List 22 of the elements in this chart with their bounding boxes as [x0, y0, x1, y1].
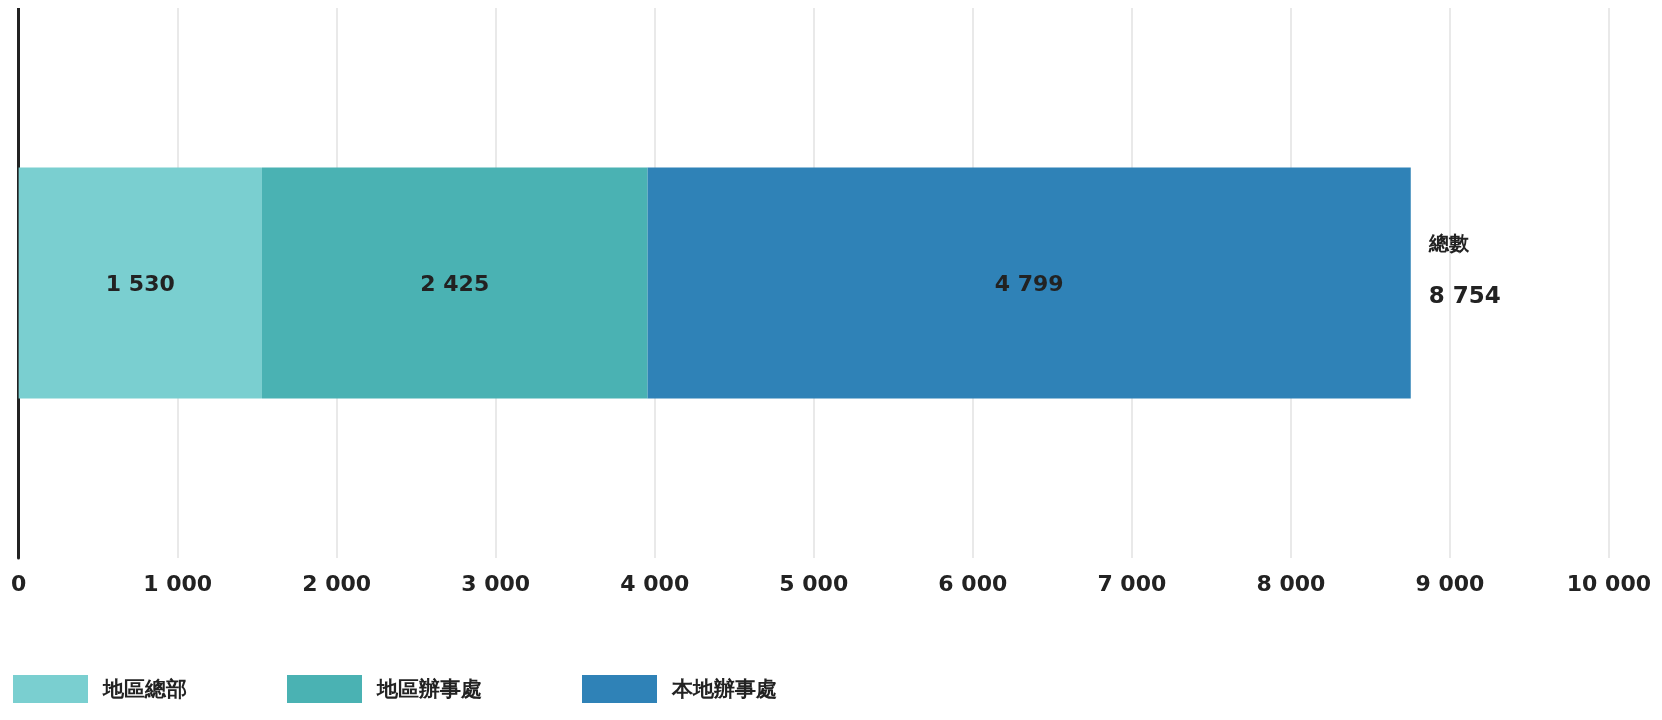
legend-label: 地區總部 — [102, 677, 187, 701]
data-label: 4 799 — [994, 270, 1064, 296]
bar — [18, 167, 262, 399]
legend-label: 本地辦事處 — [671, 677, 777, 701]
x-tick-label: 3 000 — [461, 570, 531, 596]
x-tick-label: 10 000 — [1566, 570, 1651, 596]
data-label: 2 425 — [420, 270, 490, 296]
x-tick-label: 4 000 — [620, 570, 690, 596]
annotation: 總數 — [1427, 231, 1470, 255]
x-tick-label: 9 000 — [1415, 570, 1485, 596]
x-tick-label: 0 — [11, 570, 27, 596]
legend-label: 地區辦事處 — [376, 677, 482, 701]
x-tick-label: 1 000 — [143, 570, 213, 596]
x-tick-label: 6 000 — [938, 570, 1008, 596]
x-tick-label: 8 000 — [1256, 570, 1326, 596]
x-tick-label: 2 000 — [302, 570, 372, 596]
data-label: 1 530 — [105, 270, 175, 296]
total-label: 8 754 — [1428, 282, 1501, 308]
x-tick-label: 7 000 — [1097, 570, 1167, 596]
bar — [647, 167, 1411, 399]
bar — [261, 167, 648, 399]
x-tick-label: 5 000 — [779, 570, 849, 596]
